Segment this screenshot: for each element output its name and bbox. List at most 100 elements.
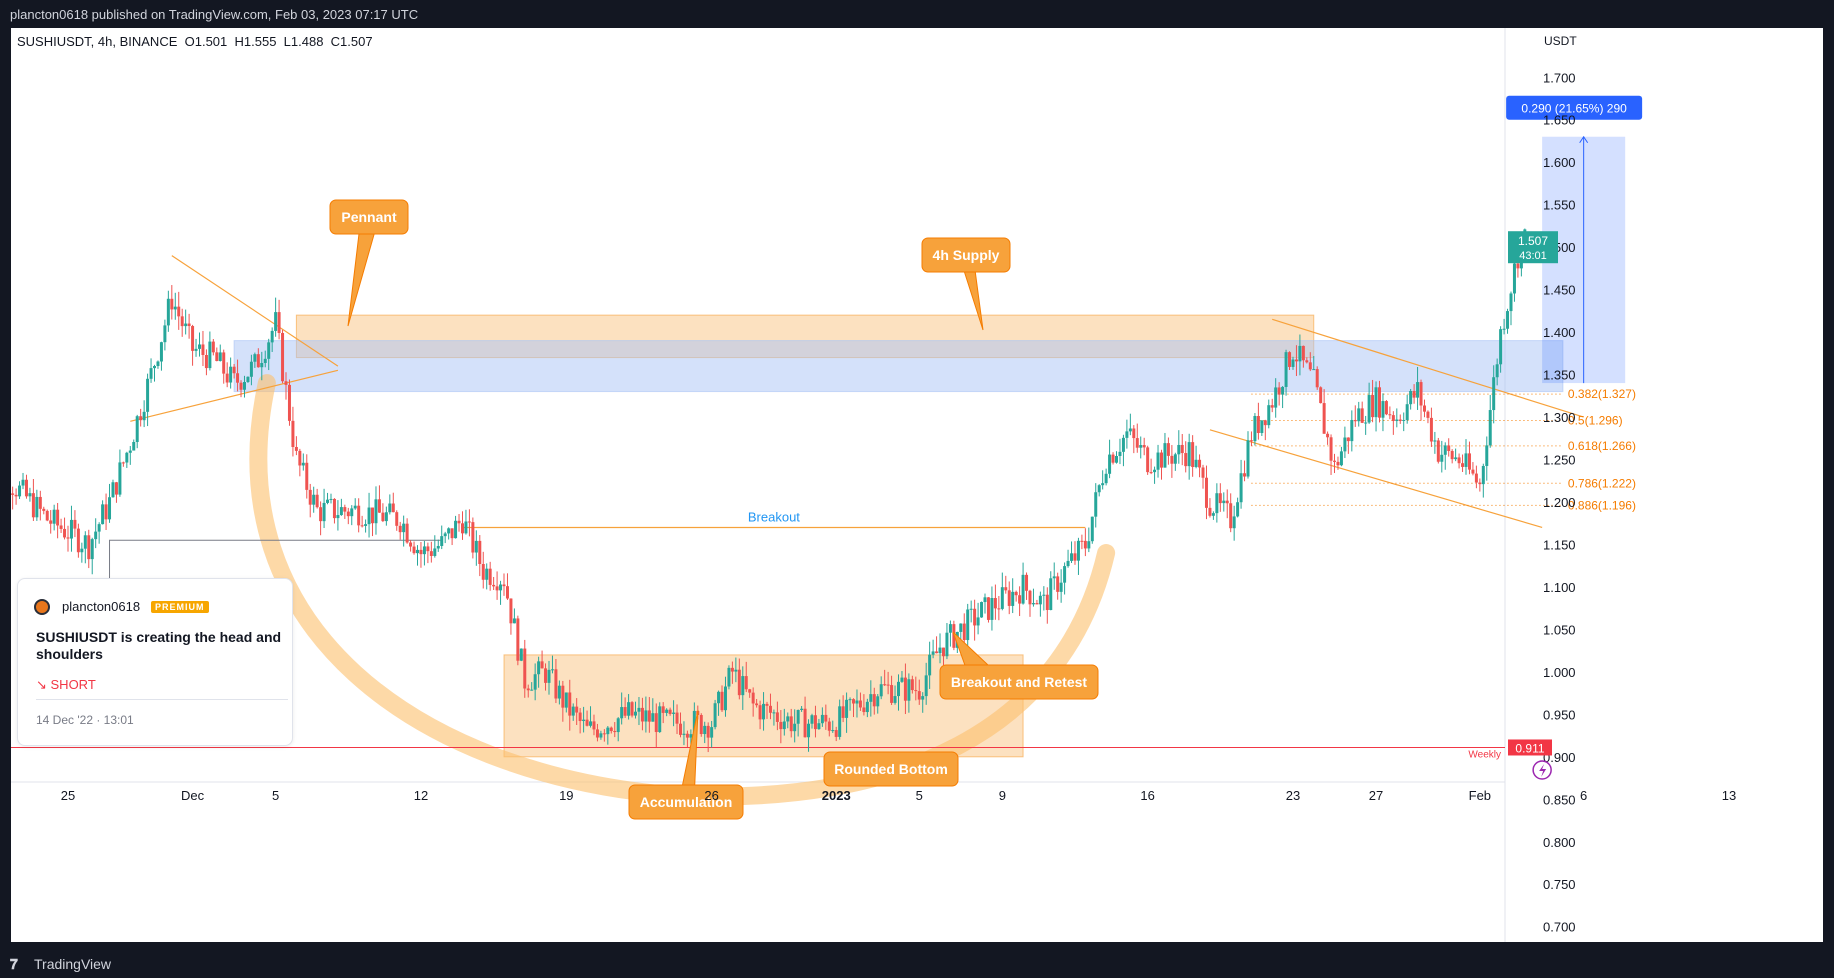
candle xyxy=(1087,527,1091,553)
candle-body xyxy=(734,669,738,672)
candle-body xyxy=(35,496,39,518)
candle xyxy=(980,601,984,618)
candle-body xyxy=(1346,437,1350,442)
idea-card[interactable]: plancton0618 PREMIUM SUSHIUSDT is creati… xyxy=(17,578,293,746)
candle xyxy=(83,531,87,564)
candle-body xyxy=(848,699,852,701)
tradingview-logo-icon[interactable]: 𝟕 xyxy=(10,956,18,972)
candle xyxy=(595,723,599,742)
candle xyxy=(820,707,824,727)
candle-body xyxy=(568,692,572,716)
candle xyxy=(49,510,53,534)
card-divider xyxy=(36,699,288,700)
candle-body xyxy=(872,694,876,707)
author-name[interactable]: plancton0618 xyxy=(62,599,141,614)
candle-body xyxy=(1339,451,1343,466)
candle xyxy=(1353,405,1357,427)
candle xyxy=(1274,378,1278,418)
candle xyxy=(516,615,520,666)
candle xyxy=(52,504,56,531)
candle-body xyxy=(1031,603,1035,605)
candle xyxy=(76,523,80,558)
candle xyxy=(474,530,478,566)
candle xyxy=(1035,599,1039,605)
candle-body xyxy=(505,586,509,599)
candle-body xyxy=(499,584,503,591)
brand-name[interactable]: TradingView xyxy=(34,956,112,972)
direction-label: ↘ SHORT xyxy=(36,677,96,692)
candle-body xyxy=(807,723,811,738)
price-tick: 1.050 xyxy=(1543,622,1576,637)
candle-body xyxy=(845,699,849,718)
candle xyxy=(1360,401,1364,424)
candle-body xyxy=(1156,452,1160,470)
candle-body xyxy=(914,690,918,692)
candle-body xyxy=(557,685,561,699)
candle xyxy=(104,493,108,531)
candle-body xyxy=(1108,454,1112,474)
candle xyxy=(578,708,582,734)
candle-body xyxy=(173,306,177,310)
candle xyxy=(855,689,859,718)
candle xyxy=(720,685,724,712)
candle xyxy=(388,494,392,515)
candle-body xyxy=(471,522,475,553)
candle-body xyxy=(1028,590,1032,605)
candle-body xyxy=(1170,455,1174,464)
candle xyxy=(1222,492,1226,512)
candle-body xyxy=(1502,328,1506,330)
candle xyxy=(1398,414,1402,424)
candle xyxy=(644,696,648,733)
candle xyxy=(1232,505,1236,541)
candle-body xyxy=(1357,408,1361,422)
candle-body xyxy=(447,528,451,534)
callout-breakout-retest-label: Breakout and Retest xyxy=(951,674,1087,690)
candle-body xyxy=(1180,444,1184,454)
candle-body xyxy=(1270,405,1274,408)
candle xyxy=(426,542,430,564)
candle xyxy=(897,674,900,711)
candle-body xyxy=(852,699,856,704)
candle-body xyxy=(1187,442,1191,467)
candle xyxy=(343,504,347,519)
candle xyxy=(858,692,862,711)
candle-body xyxy=(1121,437,1125,452)
candle xyxy=(550,655,554,674)
candle-body xyxy=(827,721,831,731)
candle xyxy=(1038,591,1042,617)
candle xyxy=(488,561,492,591)
candle xyxy=(710,720,714,748)
candle-body xyxy=(412,546,416,554)
candle-body xyxy=(1426,411,1430,418)
candle-body xyxy=(1045,594,1049,611)
candle xyxy=(1042,586,1046,611)
candle-body xyxy=(281,332,285,382)
idea-title[interactable]: SUSHIUSDT is creating the head and shoul… xyxy=(36,629,282,662)
candle-body xyxy=(416,549,420,554)
candle xyxy=(900,671,904,683)
candle xyxy=(114,481,118,503)
candle xyxy=(1198,454,1202,478)
candle xyxy=(1177,430,1181,464)
candle-body xyxy=(409,542,413,547)
candle xyxy=(246,376,250,383)
candle-body xyxy=(204,355,208,369)
candle-body xyxy=(1405,404,1409,420)
chart-canvas[interactable]: Breakout Weekly 0.382(1.327) 0.5(1.296) 0.61… xyxy=(11,28,1823,942)
candle xyxy=(1391,411,1395,435)
candle xyxy=(613,722,617,738)
candle xyxy=(921,692,925,713)
candle-body xyxy=(83,535,87,549)
candle xyxy=(938,633,942,664)
candle xyxy=(1395,408,1399,428)
lightning-icon xyxy=(1532,760,1552,780)
candle-body xyxy=(1115,455,1119,463)
candle-body xyxy=(1025,574,1029,591)
chart-pane[interactable]: Breakout Weekly 0.382(1.327) 0.5(1.296) 0.61… xyxy=(11,28,1823,942)
candle-body xyxy=(869,694,873,702)
candle xyxy=(308,483,312,518)
candle-body xyxy=(69,519,73,539)
candle xyxy=(813,705,817,738)
candle-body xyxy=(1139,445,1143,448)
candle-body xyxy=(1263,420,1267,426)
